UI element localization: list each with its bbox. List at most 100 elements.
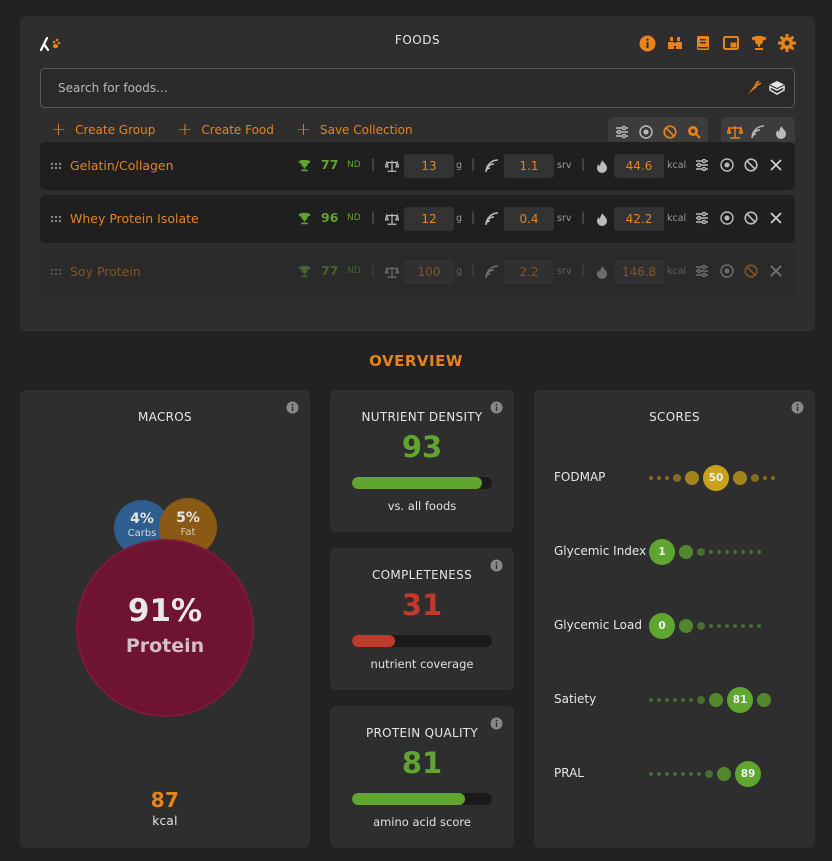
grams-input[interactable]: 100 [404, 260, 454, 284]
info-icon[interactable] [490, 717, 503, 730]
score-dot [665, 698, 669, 702]
grams-unit: g [456, 266, 463, 277]
carbs-label: Carbs [127, 528, 157, 539]
sliders-icon[interactable] [612, 122, 632, 142]
food-row[interactable]: Gelatin/Collagen 77 ND | 13 g | 1.1 srv | 44.6 kcal [40, 142, 795, 190]
close-icon[interactable] [769, 211, 785, 227]
target-icon[interactable] [720, 158, 736, 174]
servings-input[interactable]: 2.2 [504, 260, 554, 284]
score-label: Glycemic Index [554, 544, 647, 558]
sliders-icon[interactable] [695, 264, 711, 280]
protein-quality-value: 81 [401, 746, 443, 780]
kcal-input[interactable]: 42.2 [614, 207, 664, 231]
score-dot [689, 698, 693, 702]
score-dot [717, 767, 731, 781]
score-dot [733, 550, 737, 554]
macros-panel: MACROS 4% Carbs 5% Fat 91% Protein 87 kc… [20, 390, 310, 848]
info-icon[interactable] [490, 559, 503, 572]
fat-percent: 5% [176, 510, 200, 526]
protein-quality-bar [352, 793, 492, 805]
search-input[interactable] [41, 69, 731, 107]
score-dot [657, 476, 661, 480]
nutrient-density-caption: vs. all foods [387, 499, 457, 513]
cube-icon[interactable] [769, 80, 785, 96]
food-name[interactable]: Soy Protein [70, 264, 141, 279]
kcal-unit: kcal [667, 160, 687, 171]
save-collection-button[interactable]: + Save Collection [295, 119, 413, 140]
picture-in-picture-icon[interactable] [721, 34, 741, 52]
completeness-panel: COMPLETENESS 31 nutrient coverage [330, 548, 514, 690]
servings-input[interactable]: 1.1 [504, 154, 554, 178]
carrot-icon[interactable] [746, 80, 762, 96]
trophy-icon[interactable] [749, 34, 769, 52]
score-dot [679, 619, 693, 633]
info-icon[interactable] [791, 401, 804, 414]
scale-icon[interactable] [725, 122, 744, 142]
plus-icon: + [177, 119, 193, 140]
info-icon[interactable] [490, 401, 503, 414]
score-dot [749, 624, 753, 628]
create-food-button[interactable]: + Create Food [177, 119, 274, 140]
scale-icon [385, 159, 399, 173]
kcal-input[interactable]: 44.6 [614, 154, 664, 178]
score-scale: 89 [649, 759, 761, 789]
sliders-icon[interactable] [695, 211, 711, 227]
score-dot [679, 545, 693, 559]
gear-icon[interactable] [777, 34, 797, 52]
food-row[interactable]: Soy Protein 77 ND | 100 g | 2.2 srv | 146.8 kcal [40, 248, 795, 296]
binoculars-icon[interactable] [665, 34, 685, 52]
score-dot [705, 770, 713, 778]
ban-icon[interactable] [660, 122, 680, 142]
separator: | [471, 210, 476, 224]
completeness-caption: nutrient coverage [370, 657, 474, 671]
score-row: FODMAP 50 [554, 463, 814, 493]
score-dot [649, 698, 653, 702]
book-icon[interactable] [693, 34, 713, 52]
servings-input[interactable]: 0.4 [504, 207, 554, 231]
score-label: FODMAP [554, 470, 606, 484]
target-icon[interactable] [720, 264, 736, 280]
food-name[interactable]: Gelatin/Collagen [70, 158, 174, 173]
separator: | [371, 263, 376, 277]
close-icon[interactable] [769, 158, 785, 174]
create-group-button[interactable]: + Create Group [51, 119, 156, 140]
grams-input[interactable]: 12 [404, 207, 454, 231]
ban-icon[interactable] [744, 158, 760, 174]
score-dot [771, 476, 775, 480]
scale-icon [385, 212, 399, 226]
separator: | [581, 157, 586, 171]
target-icon[interactable] [636, 122, 656, 142]
fat-label: Fat [180, 527, 196, 538]
page-title: FOODS [394, 33, 441, 47]
target-icon[interactable] [720, 211, 736, 227]
food-row[interactable]: Whey Protein Isolate 96 ND | 12 g | 0.4 srv | 42.2… [40, 195, 795, 243]
score-value-marker: 50 [703, 465, 729, 491]
food-name[interactable]: Whey Protein Isolate [70, 211, 199, 226]
ban-icon[interactable] [744, 211, 760, 227]
separator: | [371, 210, 376, 224]
info-icon[interactable] [286, 401, 299, 414]
drag-handle-icon[interactable] [50, 160, 62, 172]
score-dot [709, 693, 723, 707]
search-zoom-icon[interactable] [684, 122, 704, 142]
actions-bar: + Create Group + Create Food + Save Collect… [51, 119, 435, 140]
sliders-icon[interactable] [695, 158, 711, 174]
flame-icon[interactable] [772, 122, 791, 142]
search-bar [40, 68, 795, 108]
serving-icon[interactable] [748, 122, 767, 142]
grams-input[interactable]: 13 [404, 154, 454, 178]
score-dot [689, 772, 693, 776]
protein-quality-fill [352, 793, 466, 805]
lambda-paw-logo[interactable] [39, 36, 61, 52]
close-icon[interactable] [769, 264, 785, 280]
score-dot [649, 476, 653, 480]
scores-title: SCORES [649, 410, 700, 424]
drag-handle-icon[interactable] [50, 266, 62, 278]
ban-icon[interactable] [744, 264, 760, 280]
drag-handle-icon[interactable] [50, 213, 62, 225]
kcal-input[interactable]: 146.8 [614, 260, 664, 284]
nutrient-density-fill [352, 477, 483, 489]
food-score: 96 [321, 210, 339, 225]
trophy-icon [298, 265, 311, 278]
info-icon[interactable] [637, 34, 657, 52]
